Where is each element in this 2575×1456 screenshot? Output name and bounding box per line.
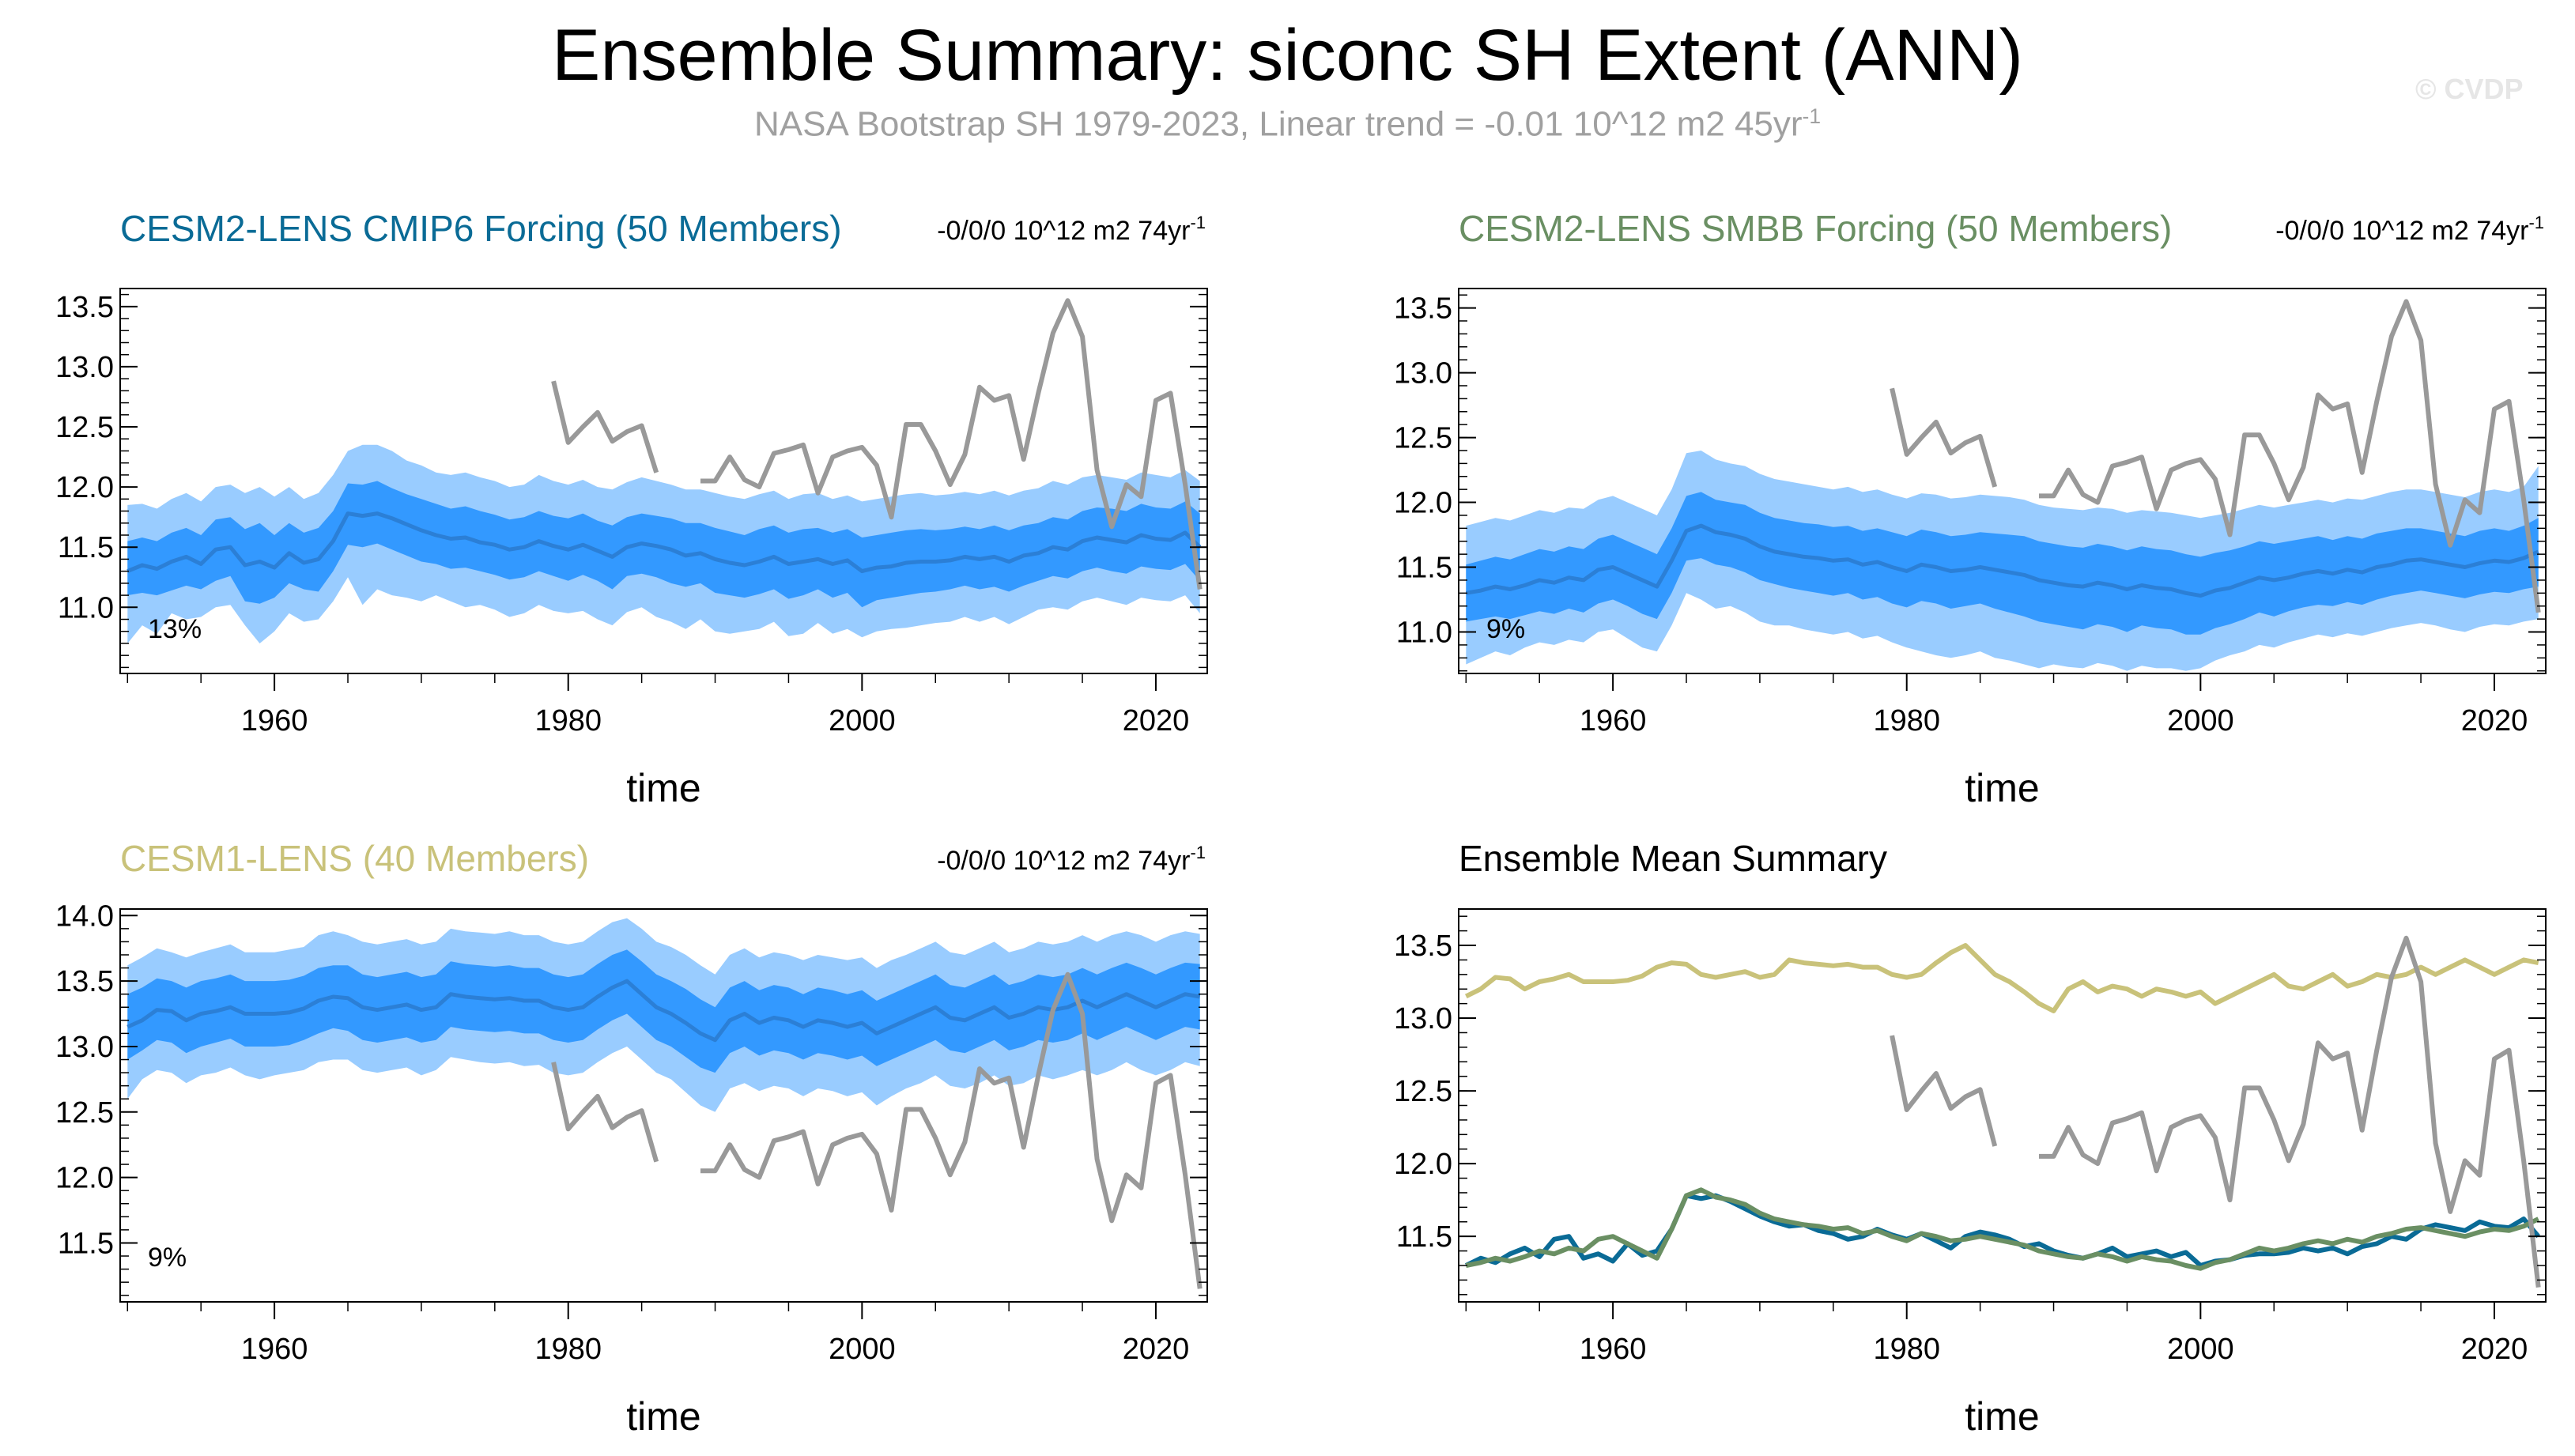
x-tick-label: 1960	[1580, 1333, 1647, 1366]
y-tick-label: 11.5	[1396, 1220, 1452, 1254]
subtitle-text: NASA Bootstrap SH 1979-2023, Linear tren…	[753, 104, 1803, 144]
x-tick-label: 1960	[241, 1333, 308, 1366]
y-tick-label: 12.5	[1394, 422, 1452, 455]
y-tick-label: 12.5	[55, 1096, 114, 1130]
panel-trend: -0/0/0 10^12 m2 74yr-1	[2275, 213, 2544, 246]
x-tick-label: 2000	[2167, 704, 2234, 737]
trend-text: -0/0/0 10^12 m2 74yr	[2275, 216, 2528, 246]
figure-subtitle: NASA Bootstrap SH 1979-2023, Linear tren…	[0, 104, 2575, 145]
y-tick-label: 12.0	[55, 1162, 114, 1195]
ensemble-mean-line	[126, 979, 1201, 1043]
panel-cesm1: 14.0 13.5 13.0 12.5 12.0 11.5 1960 1980 2000 2020…	[55, 838, 1208, 1439]
panel-trend: -0/0/0 10^12 m2 74yr-1	[937, 843, 1206, 876]
trend-text: -0/0/0 10^12 m2 74yr	[937, 846, 1190, 876]
panel-cmip6: 13.5 13.0 12.5 12.0 11.5 11.0 1960 1980 2000 2020…	[55, 208, 1208, 810]
percent-label: 9%	[1486, 614, 1525, 644]
panel-summary: 13.5 13.0 12.5 12.0 11.5 1960 1980 2000 2020 time…	[1394, 838, 2547, 1439]
x-tick-label: 2000	[2167, 1333, 2234, 1366]
x-tick-label: 2000	[829, 1333, 896, 1366]
percent-label: 13%	[148, 614, 202, 644]
y-tick-label: 13.0	[55, 1031, 114, 1064]
observation-line-0	[551, 1062, 659, 1163]
y-tick-label: 13.0	[1394, 357, 1452, 390]
x-tick-label: 1980	[534, 704, 602, 737]
panel-title: Ensemble Mean Summary	[1459, 838, 1887, 879]
y-tick-label: 11.5	[58, 1227, 114, 1260]
y-tick-label: 13.5	[1394, 292, 1452, 326]
x-tick-label: 1980	[534, 1333, 602, 1366]
panel-title: CESM2-LENS SMBB Forcing (50 Members)	[1459, 208, 2172, 249]
trend-superscript: -1	[2528, 213, 2544, 232]
y-tick-label: 13.5	[1394, 930, 1452, 963]
panel-smbb: 13.5 13.0 12.5 12.0 11.5 11.0 1960 1980 2000 2020…	[1394, 208, 2547, 810]
panel-title: CESM1-LENS (40 Members)	[120, 838, 589, 879]
observation-line-0	[551, 380, 659, 473]
y-tick-label: 13.0	[1394, 1002, 1452, 1035]
x-axis-label: time	[1965, 1394, 2039, 1439]
series-line-cmip6	[1464, 1193, 2540, 1268]
y-tick-label: 13.5	[55, 965, 114, 998]
y-tick-label: 12.5	[1394, 1075, 1452, 1108]
trend-superscript: -1	[1190, 843, 1206, 862]
series-line-cesm1	[1464, 943, 2539, 1013]
plot-area	[1465, 299, 2541, 671]
y-tick-label: 13.0	[55, 351, 114, 384]
y-tick-label: 12.0	[55, 471, 114, 504]
panel-trend: -0/0/0 10^12 m2 74yr-1	[937, 213, 1206, 246]
subtitle-superscript: -1	[1802, 104, 1822, 128]
ensemble-mean-line	[126, 511, 1202, 574]
x-axis-label: time	[626, 766, 700, 810]
y-tick-label: 11.5	[58, 531, 114, 564]
y-tick-label: 11.5	[1396, 552, 1452, 585]
spread-inner-band	[127, 481, 1200, 608]
plot-area	[126, 298, 1203, 643]
y-tick-label: 12.5	[55, 411, 114, 444]
observation-line-1	[2039, 299, 2541, 613]
x-tick-label: 1960	[241, 704, 308, 737]
spread-inner-band	[1466, 492, 2539, 635]
cvdp-watermark: © CVDP	[2415, 73, 2524, 105]
x-tick-label: 2020	[1123, 704, 1190, 737]
plot-frame	[119, 288, 1208, 674]
observation-line-0	[1890, 1035, 1998, 1147]
observation-line-1	[2039, 935, 2541, 1288]
y-tick-label: 11.0	[1396, 617, 1452, 650]
y-tick-label: 11.0	[58, 591, 114, 624]
observation-line-0	[1890, 387, 1998, 488]
x-axis-label: time	[626, 1394, 700, 1439]
x-tick-label: 2020	[1123, 1333, 1190, 1366]
trend-text: -0/0/0 10^12 m2 74yr	[937, 216, 1190, 246]
y-tick-label: 12.0	[1394, 487, 1452, 520]
plot-frame	[1458, 288, 2547, 674]
y-tick-label: 13.5	[55, 291, 114, 324]
trend-superscript: -1	[1190, 213, 1206, 232]
x-tick-label: 1960	[1580, 704, 1647, 737]
percent-label: 9%	[148, 1243, 187, 1273]
plot-area	[126, 918, 1203, 1289]
figure-title: Ensemble Summary: siconc SH Extent (ANN)	[552, 15, 2023, 96]
ensemble-mean-line	[1465, 523, 2539, 598]
observation-line-1	[700, 971, 1203, 1289]
y-tick-label: 14.0	[55, 900, 114, 933]
x-tick-label: 2000	[829, 704, 896, 737]
x-tick-label: 2020	[2461, 1333, 2528, 1366]
x-tick-label: 1980	[1873, 1333, 1940, 1366]
observation-line-1	[700, 298, 1203, 590]
series-line-smbb	[1465, 1187, 2540, 1271]
x-tick-label: 2020	[2461, 704, 2528, 737]
panel-title: CESM2-LENS CMIP6 Forcing (50 Members)	[120, 208, 842, 249]
plot-frame	[119, 908, 1208, 1303]
x-tick-label: 1980	[1873, 704, 1940, 737]
y-tick-label: 12.0	[1394, 1148, 1452, 1181]
x-axis-label: time	[1965, 766, 2039, 810]
plot-area	[1464, 935, 2541, 1288]
